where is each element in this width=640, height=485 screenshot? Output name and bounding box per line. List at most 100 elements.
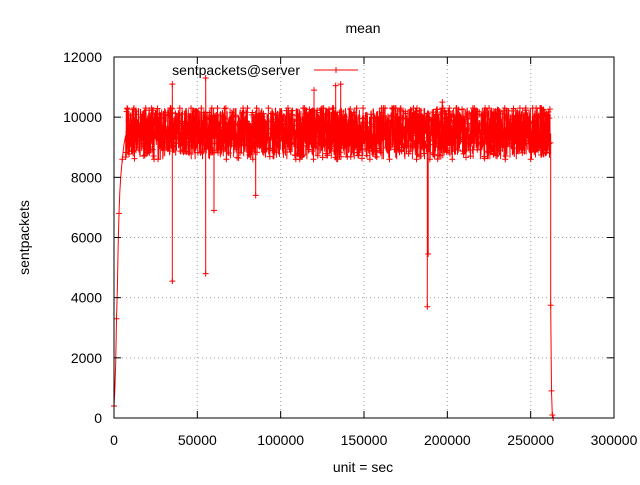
- data-point: [309, 148, 316, 155]
- data-point: [426, 116, 433, 123]
- data-point: [403, 129, 410, 136]
- data-point: [348, 126, 355, 133]
- data-point: [449, 156, 456, 163]
- data-point: [224, 130, 231, 137]
- data-point: [341, 114, 348, 121]
- data-point: [161, 123, 168, 130]
- data-point: [466, 140, 473, 147]
- data-point: [358, 126, 365, 133]
- data-point: [535, 112, 542, 119]
- data-point: [131, 155, 138, 162]
- data-point: [328, 118, 335, 125]
- data-point: [361, 137, 368, 144]
- data-point: [425, 136, 432, 143]
- data-point: [337, 153, 344, 160]
- data-point: [378, 115, 385, 122]
- data-point: [520, 112, 527, 119]
- data-point: [279, 118, 286, 125]
- x-tick-label: 0: [110, 432, 118, 448]
- data-point: [466, 146, 473, 153]
- data-point: [491, 109, 498, 116]
- data-point: [470, 113, 477, 120]
- data-point: [514, 133, 521, 140]
- data-point: [193, 114, 200, 121]
- data-point: [432, 134, 439, 141]
- data-point: [398, 148, 405, 155]
- data-point: [363, 152, 370, 159]
- data-point: [322, 126, 329, 133]
- data-point: [543, 149, 550, 156]
- data-point: [129, 123, 136, 130]
- data-point: [386, 128, 393, 135]
- data-point: [412, 121, 419, 128]
- data-point: [231, 121, 238, 128]
- data-point: [225, 150, 232, 157]
- data-point: [356, 149, 363, 156]
- data-point: [474, 146, 481, 153]
- data-point: [373, 153, 380, 160]
- data-point: [500, 142, 507, 149]
- data-point: [411, 130, 418, 137]
- data-point: [304, 112, 311, 119]
- data-point: [353, 105, 360, 112]
- data-point: [179, 125, 186, 132]
- data-point: [246, 133, 253, 140]
- data-point: [315, 140, 322, 147]
- data-point: [371, 121, 378, 128]
- data-point: [489, 120, 496, 127]
- data-point: [135, 133, 142, 140]
- data-point: [277, 124, 284, 131]
- data-point: [241, 132, 248, 139]
- data-point: [424, 303, 431, 310]
- data-point: [202, 270, 209, 277]
- data-point: [367, 111, 374, 118]
- data-point: [323, 129, 330, 136]
- data-point: [546, 115, 553, 122]
- data-point: [414, 116, 421, 123]
- data-point: [173, 140, 180, 147]
- data-point: [313, 128, 320, 135]
- data-point: [479, 139, 486, 146]
- data-point: [437, 111, 444, 118]
- data-point: [434, 106, 441, 113]
- data-point: [143, 128, 150, 135]
- data-point: [540, 106, 547, 113]
- data-point: [340, 132, 347, 139]
- data-point: [252, 192, 259, 199]
- data-point: [545, 108, 552, 115]
- data-point: [517, 118, 524, 125]
- data-point: [299, 152, 306, 159]
- data-point: [499, 110, 506, 117]
- data-point: [131, 117, 138, 124]
- data-point: [200, 109, 207, 116]
- data-point: [439, 105, 446, 112]
- data-point: [366, 156, 373, 163]
- data-point: [331, 115, 338, 122]
- data-point: [430, 151, 437, 158]
- data-point: [521, 128, 528, 135]
- data-point: [459, 106, 466, 113]
- data-point: [387, 112, 394, 119]
- data-point: [201, 120, 208, 127]
- data-point: [237, 149, 244, 156]
- data-point: [526, 119, 533, 126]
- data-point: [241, 142, 248, 149]
- data-point: [150, 107, 157, 114]
- data-point: [198, 105, 205, 112]
- data-point: [293, 112, 300, 119]
- data-point: [235, 154, 242, 161]
- data-point: [178, 118, 185, 125]
- data-point: [319, 154, 326, 161]
- data-point: [260, 110, 267, 117]
- data-point: [415, 137, 422, 144]
- data-point: [251, 126, 258, 133]
- data-point: [195, 137, 202, 144]
- data-point: [227, 134, 234, 141]
- data-point: [377, 149, 384, 156]
- data-point: [492, 152, 499, 159]
- data-point: [190, 144, 197, 151]
- data-point: [468, 132, 475, 139]
- data-point: [387, 144, 394, 151]
- data-point: [317, 109, 324, 116]
- data-point: [289, 107, 296, 114]
